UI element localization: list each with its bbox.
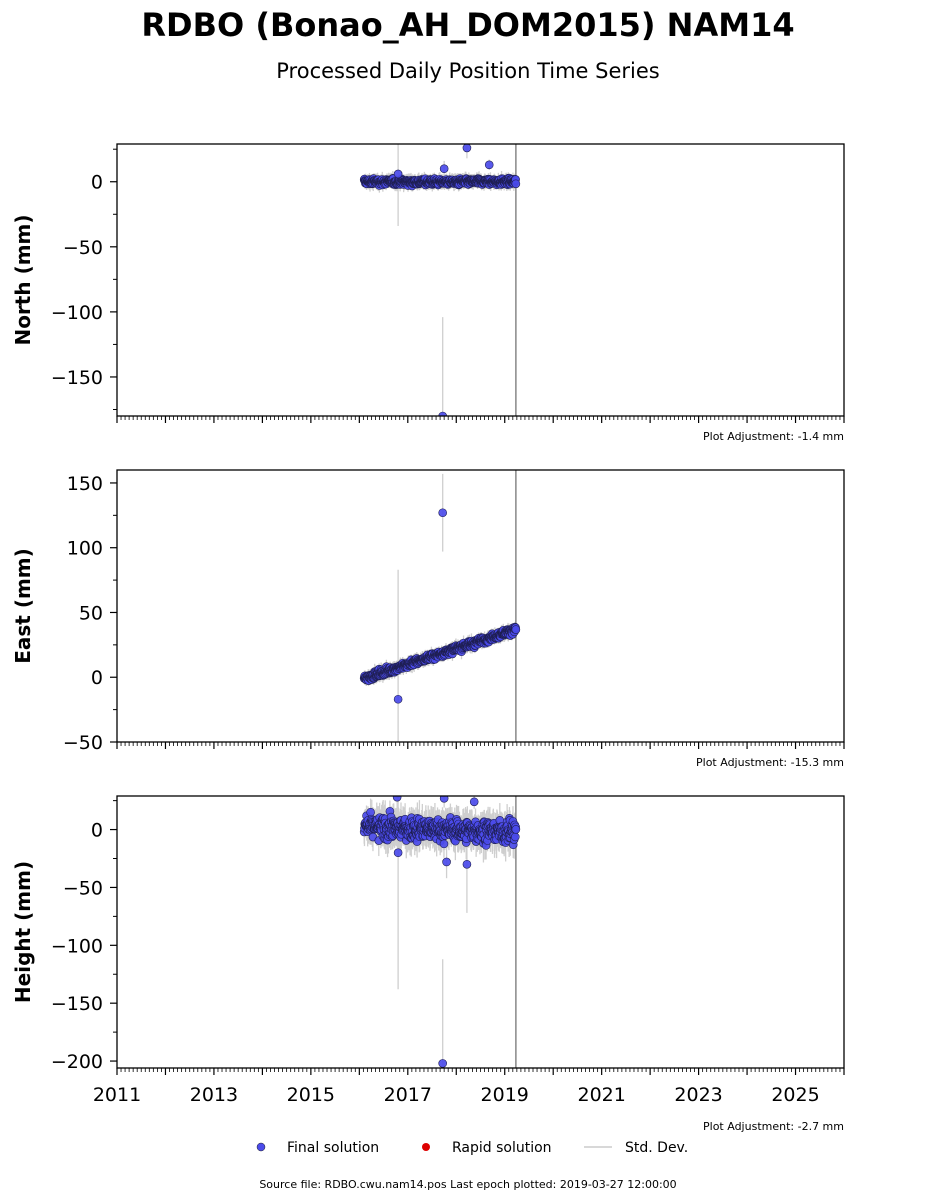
data-point: [439, 164, 449, 174]
plot-area: [359, 144, 521, 416]
y-tick-label: −100: [51, 935, 103, 957]
data-point: [439, 796, 449, 803]
data-point: [438, 1059, 447, 1068]
y-tick-label: 0: [91, 172, 103, 194]
plot-adjustment: Plot Adjustment: -1.4 mm: [703, 430, 844, 443]
plot-adjustment: Plot Adjustment: -2.7 mm: [703, 1120, 844, 1133]
y-tick-label: −50: [63, 877, 103, 899]
data-point: [484, 160, 494, 170]
y-tick-label: 50: [79, 602, 103, 624]
data-point: [439, 839, 449, 849]
panel-frame: [116, 469, 845, 743]
panel-3: 0 −50 −100 −150 −200 2011 2013 2015 2017 2019 2021…: [11, 795, 845, 1133]
data-point: [469, 797, 479, 807]
data-point: [511, 825, 521, 834]
panel-1: 0 −50 −100 −150 North (mm) Plot Adjustment: -…: [11, 143, 845, 443]
x-tick-label: 2011: [93, 1084, 141, 1106]
data-point: [442, 857, 451, 867]
data-point: [462, 144, 472, 153]
data-point: [392, 796, 402, 802]
y-tick-label: −150: [51, 993, 103, 1015]
legend-final-label: Final solution: [287, 1140, 379, 1156]
x-tick-label: 2019: [481, 1084, 529, 1106]
data-point: [511, 625, 521, 634]
y-tick-label: −50: [63, 237, 103, 259]
y-tick-label: −200: [51, 1051, 103, 1073]
y-axis-label: East (mm): [11, 548, 35, 664]
legend-rapid-marker: [422, 1143, 430, 1151]
x-tick-label: 2013: [190, 1084, 238, 1106]
panel-2: 150 100 50 0 −50 East (mm) Plot Adjustment: -1…: [11, 469, 845, 769]
x-tick-label: 2015: [287, 1084, 335, 1106]
y-tick-label: −50: [63, 732, 103, 754]
chart-subtitle: Processed Daily Position Time Series: [276, 59, 660, 83]
legend-stddev-label: Std. Dev.: [625, 1140, 688, 1156]
data-point: [393, 694, 403, 704]
chart-title: RDBO (Bonao_AH_DOM2015) NAM14: [141, 6, 794, 44]
legend-final-marker: [256, 1142, 266, 1152]
plot-area: [359, 470, 521, 742]
y-tick-label: −150: [51, 367, 103, 389]
y-tick-label: 150: [67, 473, 103, 495]
y-tick-label: 0: [91, 667, 103, 689]
data-point: [438, 411, 447, 416]
source-footer: Source file: RDBO.cwu.nam14.pos Last epo…: [259, 1178, 676, 1191]
legend-rapid-label: Rapid solution: [452, 1140, 552, 1156]
y-axis-label: North (mm): [11, 214, 35, 345]
data-point: [462, 859, 472, 869]
x-tick-label: 2021: [577, 1084, 625, 1106]
y-tick-label: 100: [67, 538, 103, 560]
y-tick-label: −100: [51, 302, 103, 324]
data-point: [438, 508, 447, 518]
panels: 0 −50 −100 −150 North (mm) Plot Adjustment: -…: [11, 143, 845, 1133]
plot-adjustment: Plot Adjustment: -15.3 mm: [696, 756, 844, 769]
y-tick-label: 0: [91, 820, 103, 842]
x-tick-label: 2023: [674, 1084, 722, 1106]
legend: Final solution Rapid solution Std. Dev.: [256, 1140, 688, 1156]
x-tick-label: 2025: [771, 1084, 819, 1106]
y-axis-label: Height (mm): [11, 861, 35, 1003]
data-point: [510, 832, 520, 842]
x-tick-label: 2017: [384, 1084, 432, 1106]
plot-area: [359, 796, 521, 1068]
data-point: [393, 848, 403, 858]
data-point: [393, 169, 403, 179]
data-point: [511, 179, 521, 189]
